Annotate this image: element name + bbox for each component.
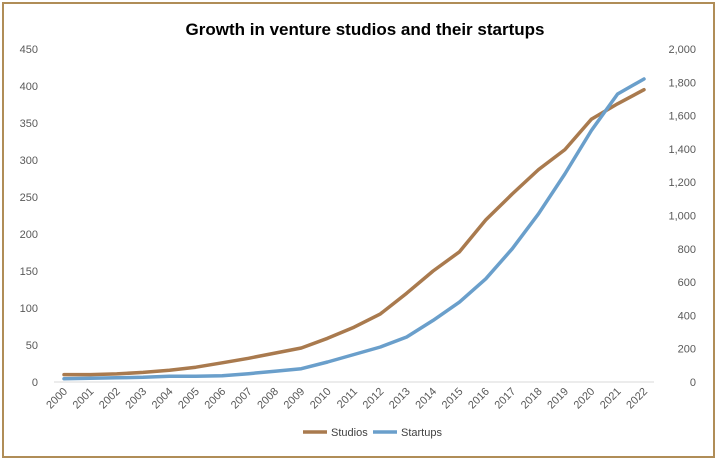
x-tick-label: 2005 (176, 386, 202, 412)
left-tick-label: 200 (20, 229, 38, 241)
x-tick-label: 2015 (440, 386, 466, 412)
left-tick-label: 300 (20, 155, 38, 167)
x-tick-label: 2020 (572, 386, 598, 412)
x-tick-label: 2013 (387, 386, 413, 412)
right-tick-label: 1,400 (668, 144, 696, 156)
x-tick-label: 2007 (229, 386, 255, 412)
left-tick-label: 400 (20, 81, 38, 93)
left-tick-label: 350 (20, 118, 38, 130)
x-tick-label: 2001 (71, 386, 97, 412)
right-tick-label: 2,000 (668, 44, 696, 56)
x-tick-label: 2012 (361, 386, 387, 412)
x-tick-label: 2018 (519, 386, 545, 412)
right-tick-label: 0 (690, 377, 696, 389)
right-axis: 0 200 400 600 800 1,000 1,200 1,400 1,600 1,800 2,… (668, 44, 696, 389)
x-tick-label: 2000 (44, 386, 70, 412)
x-tick-label: 2008 (255, 386, 281, 412)
x-tick-label: 2009 (282, 386, 308, 412)
left-tick-label: 50 (26, 340, 38, 352)
right-tick-label: 800 (678, 244, 696, 256)
right-tick-label: 1,000 (668, 211, 696, 223)
right-tick-label: 600 (678, 277, 696, 289)
left-tick-label: 250 (20, 192, 38, 204)
x-tick-label: 2021 (598, 386, 624, 412)
x-tick-label: 2010 (308, 386, 334, 412)
left-axis: 0 50 100 150 200 250 300 350 400 450 (20, 44, 38, 389)
x-tick-label: 2003 (123, 386, 149, 412)
chart-title: Growth in venture studios and their star… (186, 20, 545, 39)
x-tick-label: 2019 (545, 386, 571, 412)
x-tick-label: 2017 (493, 386, 519, 412)
series-line-studios (62, 87, 646, 377)
series-lines (62, 77, 646, 381)
left-tick-label: 0 (32, 377, 38, 389)
left-tick-label: 100 (20, 303, 38, 315)
x-tick-label: 2016 (466, 386, 492, 412)
series-line-startups (62, 77, 646, 381)
legend-label-studios: Studios (331, 427, 368, 439)
right-tick-label: 1,800 (668, 77, 696, 89)
x-tick-label: 2014 (413, 386, 439, 412)
left-tick-label: 150 (20, 266, 38, 278)
right-tick-label: 1,200 (668, 177, 696, 189)
right-tick-label: 1,600 (668, 111, 696, 123)
legend: Studios Startups (303, 427, 442, 439)
x-tick-label: 2011 (335, 386, 360, 411)
right-tick-label: 200 (678, 344, 696, 356)
x-tick-label: 2004 (150, 386, 176, 412)
x-tick-label: 2006 (203, 386, 229, 412)
left-tick-label: 450 (20, 44, 38, 56)
legend-label-startups: Startups (401, 427, 442, 439)
x-tick-label: 2002 (97, 386, 123, 412)
right-tick-label: 400 (678, 310, 696, 322)
x-tick-label: 2022 (624, 386, 650, 412)
x-axis: 2000 2001 2002 2003 2004 2005 2006 2007 2008 2009… (44, 386, 650, 412)
